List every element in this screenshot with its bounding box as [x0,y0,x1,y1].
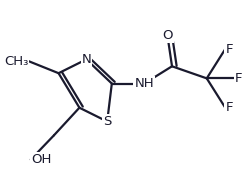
Text: F: F [234,72,242,85]
Text: F: F [225,101,233,114]
Text: S: S [103,115,111,128]
Text: NH: NH [134,77,154,90]
Text: O: O [162,29,173,42]
Text: F: F [225,42,233,56]
Text: N: N [81,53,91,66]
Text: CH₃: CH₃ [4,55,29,68]
Text: OH: OH [31,153,51,166]
